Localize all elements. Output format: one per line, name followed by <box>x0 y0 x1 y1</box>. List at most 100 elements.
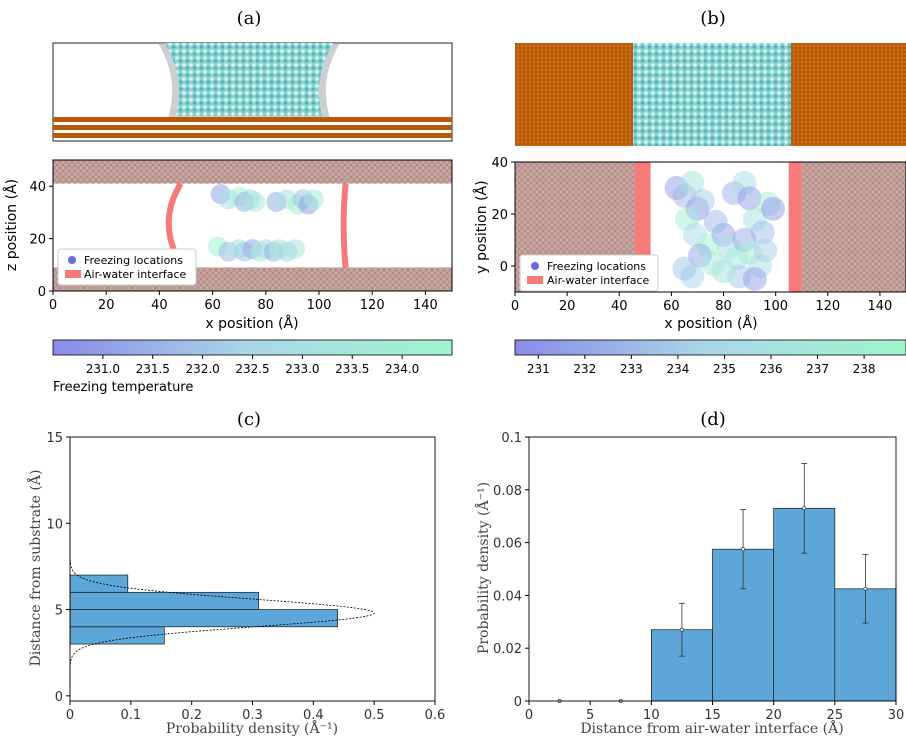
b-ylabel: y position (Å) <box>473 180 490 273</box>
cbar-b-ticklabel: 232 <box>573 362 596 376</box>
b-y-ticklabel: 0 <box>500 260 508 275</box>
b-legend-marker-freezing <box>531 262 539 270</box>
c-x-ticklabel: 0.6 <box>425 708 446 723</box>
b-freezing-point <box>672 256 697 281</box>
d-x-ticklabel: 30 <box>888 708 905 723</box>
b-x-ticklabel: 0 <box>511 299 519 314</box>
a-legend-marker-freezing <box>68 256 76 264</box>
panel-label-b: (b) <box>700 8 726 29</box>
d-y-ticklabel: 0.1 <box>501 431 522 446</box>
c-x-ticklabel: 0.1 <box>120 708 141 723</box>
a-interface-right <box>340 183 349 268</box>
cbar-b-ticklabel: 238 <box>853 362 876 376</box>
c-x-ticklabel: 0 <box>66 708 74 723</box>
b-freezing-point <box>680 170 705 195</box>
a-x-ticklabel: 60 <box>204 298 221 313</box>
b-legend: Freezing locations Air-water interface <box>519 254 659 292</box>
b-x-ticklabel: 40 <box>611 299 628 314</box>
a-freezing-point <box>285 239 306 260</box>
d-mean-point <box>802 506 807 511</box>
cbar-a-ticklabel: 234.0 <box>385 362 419 376</box>
panel-label-d: (d) <box>700 409 726 430</box>
a-x-ticklabel: 140 <box>413 298 438 313</box>
c-bar <box>69 609 339 628</box>
a-substrate <box>53 160 452 184</box>
a-x-ticklabel: 0 <box>49 298 57 313</box>
b-freezing-point <box>742 267 767 291</box>
panel-label-c: (c) <box>237 409 261 430</box>
a-freezing-point <box>245 191 266 212</box>
b-x-ticklabel: 120 <box>815 299 840 314</box>
b-freezing-point <box>711 259 736 284</box>
d-mean-point <box>863 586 868 591</box>
cbar-a-ticklabel: 232.0 <box>185 362 219 376</box>
a-freezing-point <box>303 189 324 210</box>
cbar-b-ticklabel: 235 <box>713 362 736 376</box>
c-x-ticklabel: 0.5 <box>364 708 385 723</box>
a-x-ticklabel: 120 <box>360 298 385 313</box>
c-bar <box>69 626 165 645</box>
b-x-ticklabel: 140 <box>868 299 893 314</box>
a-x-ticklabel: 40 <box>151 298 168 313</box>
b-freezing-point <box>690 189 715 213</box>
d-y-ticklabel: 0.06 <box>493 537 522 552</box>
snapshot-b <box>515 43 906 146</box>
d-x-ticklabel: 20 <box>765 708 782 723</box>
c-y-ticklabel: 0 <box>55 690 63 705</box>
b-legend-marker-interface <box>527 276 543 284</box>
d-x-ticklabel: 0 <box>525 708 533 723</box>
b-legend-interface: Air-water interface <box>547 274 649 287</box>
d-y-ticklabel: 0.04 <box>493 589 522 604</box>
b-interface-band <box>788 162 802 292</box>
panel-label-a: (a) <box>237 8 262 29</box>
a-legend-freezing: Freezing locations <box>84 254 183 267</box>
cbar-b-ticklabel: 234 <box>666 362 689 376</box>
d-ylabel: Probability density (Å⁻¹) <box>474 482 492 654</box>
d-x-ticklabel: 10 <box>643 708 660 723</box>
c-y-ticklabel: 5 <box>55 604 63 619</box>
snapshot-a <box>52 42 453 142</box>
colorbar-b: 231 232 233 234 235 236 237 238 <box>514 339 906 376</box>
cbar-a-ticklabel: 231.5 <box>136 362 170 376</box>
d-x-ticklabel: 15 <box>704 708 721 723</box>
b-freezing-point <box>750 220 775 245</box>
d-y-ticklabel: 0.02 <box>493 642 522 657</box>
b-x-ticklabel: 20 <box>559 299 576 314</box>
b-x-ticklabel: 60 <box>663 299 680 314</box>
cbar-a-ticklabel: 232.5 <box>235 362 269 376</box>
cbar-b-ticklabel: 236 <box>760 362 783 376</box>
c-y-ticklabel: 10 <box>46 517 63 532</box>
b-x-ticklabel: 100 <box>763 299 788 314</box>
a-ylabel: z position (Å) <box>3 179 20 271</box>
b-y-ticklabel: 40 <box>491 156 508 171</box>
colorbar-a-label: Freezing temperature <box>53 380 193 395</box>
a-y-ticklabel: 0 <box>38 285 46 300</box>
b-y-ticklabel: 20 <box>491 208 508 223</box>
a-legend-marker-interface <box>65 270 81 278</box>
b-x-ticklabel: 80 <box>715 299 732 314</box>
c-fit-curve <box>69 437 375 696</box>
d-mean-point <box>741 547 746 552</box>
b-xlabel: x position (Å) <box>664 315 757 332</box>
plot-c: 0 0.1 0.2 0.3 0.4 0.5 0.6 0 5 10 15 Probability d… <box>26 431 445 737</box>
cbar-a-ticklabel: 231.0 <box>86 362 120 376</box>
d-y-ticklabel: 0.08 <box>493 484 522 499</box>
c-x-ticklabel: 0.3 <box>242 708 263 723</box>
c-ylabel: Distance from substrate (Å) <box>26 470 44 667</box>
b-legend-freezing: Freezing locations <box>547 260 646 273</box>
d-x-ticklabel: 25 <box>827 708 844 723</box>
a-y-ticklabel: 40 <box>29 180 46 195</box>
cbar-b-ticklabel: 237 <box>806 362 829 376</box>
b-freezing-point <box>761 196 786 221</box>
b-substrate <box>801 162 906 292</box>
d-mean-point <box>679 627 684 632</box>
cbar-a-ticklabel: 233.0 <box>285 362 319 376</box>
a-y-ticklabel: 20 <box>29 233 46 248</box>
c-xlabel: Probability density (Å⁻¹) <box>166 719 338 737</box>
c-x-ticklabel: 0.4 <box>303 708 324 723</box>
b-freezing-point <box>703 209 728 234</box>
b-freezing-point <box>737 186 762 211</box>
